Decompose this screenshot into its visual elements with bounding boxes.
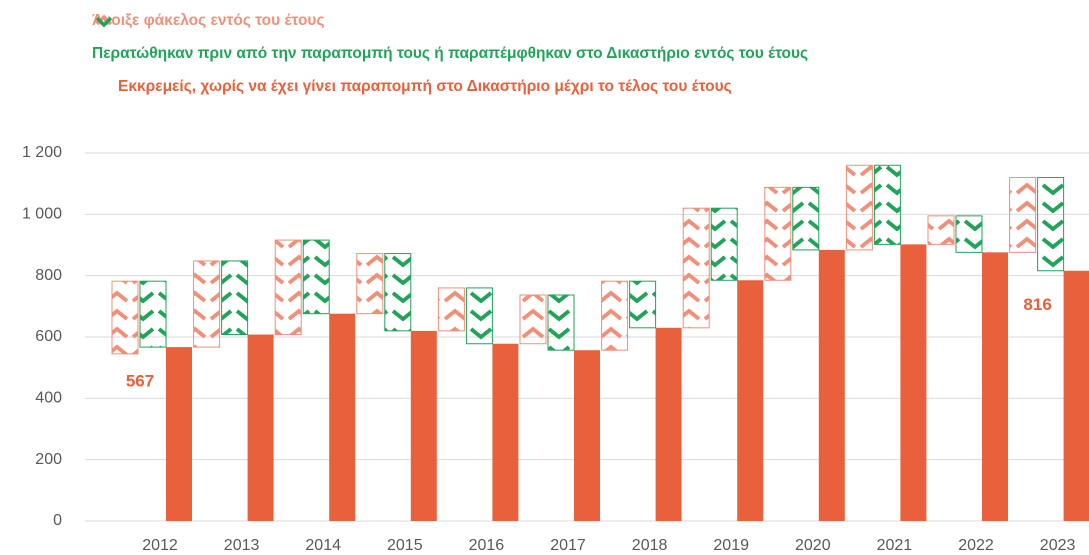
legend-label: Άνοιξε φάκελος εντός του έτους: [92, 12, 325, 29]
legend-item: Άνοιξε φάκελος εντός του έτους: [92, 4, 1082, 37]
closed-box: [302, 239, 330, 315]
legend-marker: [95, 16, 113, 28]
pending-bar: [737, 280, 764, 521]
closed-box: [792, 186, 820, 251]
y-tick-label: 200: [35, 451, 62, 468]
closed-box: [139, 280, 167, 348]
pending-bar: [247, 334, 274, 521]
closed-box: [465, 287, 493, 345]
opened-box: [193, 260, 221, 348]
pending-bar: [900, 244, 927, 522]
x-tick-label: 2015: [387, 537, 423, 554]
legend-item: Εκκρεμείς, χωρίς να έχει γίνει παραπομπή…: [92, 70, 1082, 103]
x-tick-label: 2018: [632, 537, 668, 554]
y-tick-label: 1 200: [22, 144, 62, 161]
pending-bar: [329, 313, 356, 521]
pending-bar: [492, 343, 519, 521]
closed-box: [1037, 177, 1065, 272]
pending-bar: [818, 249, 845, 521]
x-tick-label: 2023: [1040, 537, 1076, 554]
opened-box: [274, 239, 302, 336]
x-tick-label: 2016: [469, 537, 505, 554]
closed-box: [873, 164, 901, 245]
y-tick-label: 0: [53, 512, 62, 529]
x-tick-label: 2013: [224, 537, 260, 554]
closed-box: [629, 280, 657, 329]
legend-marker: [92, 70, 118, 103]
data-label: 816: [1023, 295, 1051, 314]
opened-box: [1009, 177, 1037, 253]
opened-box: [519, 294, 547, 345]
closed-box: [221, 260, 249, 336]
legend-label: Περατώθηκαν πριν από την παραπομπή τους …: [92, 45, 809, 62]
data-label: 567: [126, 372, 154, 391]
pending-bar: [655, 327, 682, 521]
pending-bar: [1063, 270, 1089, 521]
closed-box: [384, 253, 412, 332]
opened-box: [601, 280, 629, 351]
closed-box: [955, 215, 983, 253]
opened-box: [764, 186, 792, 281]
opened-box: [356, 253, 384, 315]
x-tick-label: 2020: [795, 537, 831, 554]
y-tick-label: 1 000: [22, 206, 62, 223]
opened-box: [845, 164, 873, 251]
opened-box: [437, 287, 465, 332]
legend-item: Περατώθηκαν πριν από την παραπομπή τους …: [92, 16, 1082, 70]
x-tick-label: 2021: [877, 537, 913, 554]
y-tick-label: 800: [35, 267, 62, 284]
x-tick-label: 2019: [713, 537, 749, 554]
x-tick-label: 2014: [305, 537, 341, 554]
x-tick-label: 2017: [550, 537, 586, 554]
legend-label: Εκκρεμείς, χωρίς να έχει γίνει παραπομπή…: [118, 78, 732, 95]
opened-box: [927, 215, 955, 245]
y-tick-label: 400: [35, 390, 62, 407]
pending-bar: [982, 252, 1008, 522]
opened-box: [682, 207, 710, 329]
x-tick-label: 2012: [142, 537, 178, 554]
y-tick-label: 600: [35, 328, 62, 345]
pending-bar: [574, 350, 600, 521]
x-tick-label: 2022: [958, 537, 994, 554]
pending-bar: [410, 330, 437, 521]
closed-box: [710, 207, 738, 281]
closed-box: [547, 294, 575, 351]
legend: Άνοιξε φάκελος εντός του έτους Περατώθηκα…: [92, 4, 1082, 103]
pending-bar: [166, 347, 192, 521]
opened-box: [111, 280, 139, 355]
